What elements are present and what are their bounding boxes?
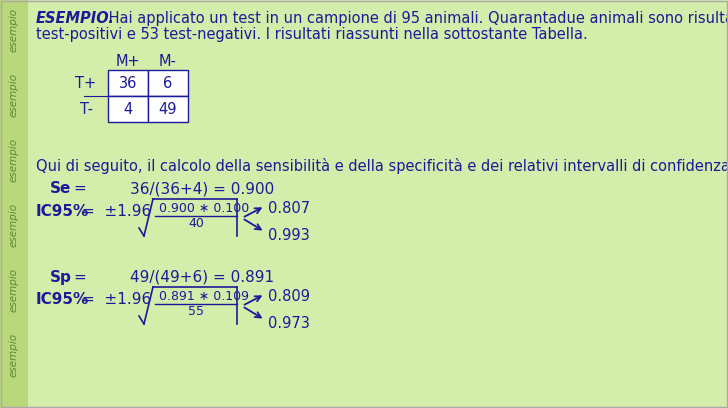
Text: ESEMPIO.: ESEMPIO. — [36, 11, 115, 26]
Text: esempio: esempio — [9, 8, 19, 52]
Bar — [108, 70, 148, 96]
Text: 0.900 ∗ 0.100: 0.900 ∗ 0.100 — [159, 202, 249, 215]
Bar — [108, 96, 148, 122]
Text: Hai applicato un test in un campione di 95 animali. Quarantadue animali sono ris: Hai applicato un test in un campione di … — [104, 11, 728, 26]
Text: T+: T+ — [76, 75, 97, 91]
Text: M-: M- — [159, 54, 177, 69]
Text: 4: 4 — [123, 102, 132, 117]
Text: =: = — [73, 181, 86, 196]
Text: =  ±1.96: = ±1.96 — [82, 204, 151, 219]
Text: 49/(49+6) = 0.891: 49/(49+6) = 0.891 — [130, 270, 274, 285]
Text: test-positivi e 53 test-negativi. I risultati riassunti nella sottostante Tabell: test-positivi e 53 test-negativi. I risu… — [36, 27, 587, 42]
Text: Se: Se — [50, 181, 71, 196]
Bar — [0, 0, 28, 408]
Bar — [148, 70, 188, 96]
Text: 0.891 ∗ 0.109: 0.891 ∗ 0.109 — [159, 290, 249, 303]
Text: 0.993: 0.993 — [268, 228, 309, 243]
Text: 0.809: 0.809 — [268, 289, 310, 304]
Text: 49: 49 — [159, 102, 177, 117]
Text: 0.807: 0.807 — [268, 201, 310, 216]
Text: esempio: esempio — [9, 138, 19, 182]
Text: IC95%: IC95% — [36, 292, 90, 307]
Text: 6: 6 — [163, 75, 173, 91]
Text: 36/(36+4) = 0.900: 36/(36+4) = 0.900 — [130, 181, 274, 196]
Text: esempio: esempio — [9, 268, 19, 312]
Text: esempio: esempio — [9, 203, 19, 247]
Text: 55: 55 — [188, 305, 204, 318]
Bar — [148, 96, 188, 122]
Text: esempio: esempio — [9, 333, 19, 377]
Text: Qui di seguito, il calcolo della sensibilità e della specificità e dei relativi : Qui di seguito, il calcolo della sensibi… — [36, 158, 728, 174]
Text: =: = — [73, 270, 86, 285]
Text: 36: 36 — [119, 75, 137, 91]
Text: =  ±1.96: = ±1.96 — [82, 292, 151, 307]
Text: esempio: esempio — [9, 73, 19, 117]
Text: T-: T- — [79, 102, 92, 117]
Text: IC95%: IC95% — [36, 204, 90, 219]
Text: 0.973: 0.973 — [268, 316, 310, 331]
Text: Sp: Sp — [50, 270, 72, 285]
Text: M+: M+ — [116, 54, 141, 69]
Text: 40: 40 — [188, 217, 204, 230]
